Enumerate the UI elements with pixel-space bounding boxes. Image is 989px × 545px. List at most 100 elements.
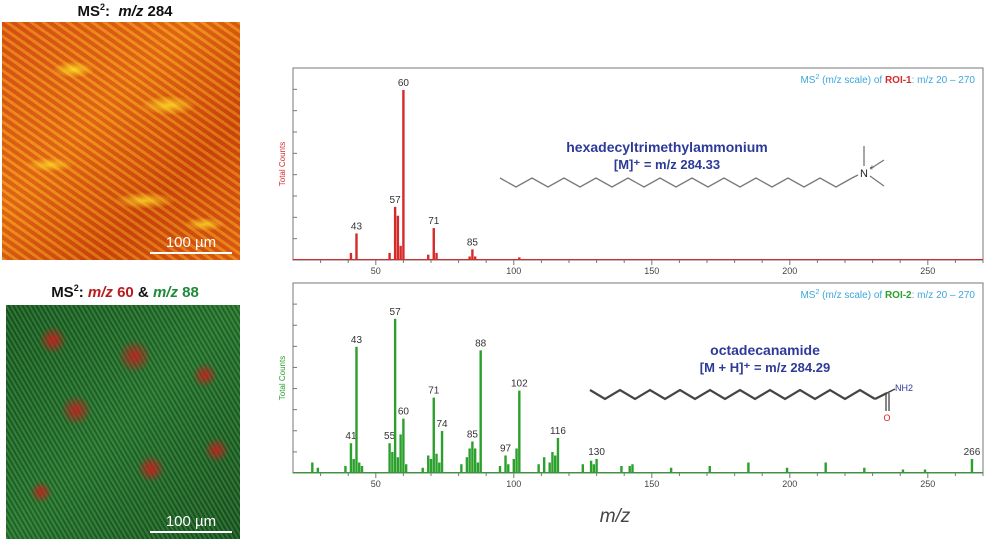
peak-label: 57 [390,307,402,318]
spectrum-peak [824,462,827,473]
title-mz-value-red: 60 [117,284,134,301]
spectrum-peak [402,89,405,260]
spectrum-peak [396,215,400,260]
spectrum-peak [471,249,474,260]
title-colon: : [78,284,84,301]
peak-label: 60 [398,78,410,89]
spectrum-peak [620,465,623,473]
spectrum-peak [432,228,435,260]
spectrum-peak [432,397,435,473]
y-axis-label: Total Counts [278,356,287,400]
peak-label: 71 [428,386,440,397]
spectrum-peak [468,256,471,260]
spectrum-peak [923,469,927,473]
spectrum-peak [435,453,438,473]
spectrum-peak [391,451,394,473]
spectrum-peak [628,465,631,473]
spectrum-peak [476,462,480,473]
peak-label: 60 [398,407,410,418]
title-mz-italic-green: m/z [152,284,178,301]
x-tick-label: 250 [920,479,935,489]
molecule-chain [499,177,853,188]
spectrum-peak [438,462,441,473]
spectrum-peak [548,462,551,473]
title-superscript: 2 [73,283,79,293]
spectrum-peak [352,458,355,473]
molecule-bond [869,159,885,170]
x-tick-label: 50 [371,479,381,489]
molecule-bond [869,175,885,187]
spectrum-peak [515,448,518,473]
spectrum-peak [507,464,510,473]
spectrum-peak [360,465,364,473]
x-tick-label: 150 [644,266,659,276]
spectrum-peak [468,448,471,473]
peak-label: 41 [345,431,357,442]
spectrum-peak [556,437,560,473]
spectrum-peak [581,464,584,473]
spectrum-peak [349,443,353,473]
spectrum-peak [427,455,430,473]
spectrum-peak [542,457,546,473]
x-tick-label: 200 [782,266,797,276]
title-mz-italic: m/z [118,3,144,20]
spectrum-peak [396,457,400,473]
peak-label: 43 [351,221,363,232]
spectrum-peak [473,448,477,473]
spectrum-peak [631,464,634,473]
scale-bar: 100 µm [150,234,232,254]
spectrum-peak [388,443,391,473]
molecule-bond [851,174,859,179]
amide-nh2-label: NH2 [895,383,913,393]
oxygen-atom-label: O [883,413,890,423]
spectrum-peak [393,318,397,473]
x-tick-label: 50 [371,266,381,276]
peak-label: 116 [550,426,566,437]
x-tick-label: 150 [644,479,659,489]
spectrum-peak [785,467,789,473]
spectrum-peak [901,469,905,473]
spectrum-peak [669,467,673,473]
title-mz-value-green: 88 [182,284,199,301]
spectrum-peak [473,256,477,260]
title-mz-italic-red: m/z [87,284,113,301]
y-axis-label: Total Counts [278,142,287,186]
compound-formula: [M + H]⁺ = m/z 284.29 [700,360,830,375]
microscopy-image-mz284: 100 µm [2,22,240,260]
spectrum-peak [592,464,596,473]
spectrum-info-text: MS2 (m/z scale) of ROI-1: m/z 20 – 270 [800,74,975,86]
scale-bar-label: 100 µm [165,234,217,251]
spectrum-peak [554,455,557,473]
spectrum-peak [316,467,320,473]
x-tick-label: 100 [506,479,521,489]
spectrum-peak [970,458,974,473]
peak-label: 130 [588,447,605,458]
spectrum-info-text: MS2 (m/z scale) of ROI-2: m/z 20 – 270 [800,289,975,301]
scale-bar-label: 100 µm [165,513,217,530]
spectrum-peak [471,441,474,473]
spectrum-peak [421,467,424,473]
spectrum-peak [402,418,405,473]
spectrum-peak [440,430,444,473]
nitrogen-atom: N [860,168,868,180]
image-title-bottom: MS2: m/z 60 & m/z 88 [0,283,250,301]
spectrum-peak [504,455,507,473]
spectrum-peak [465,457,469,473]
spectrum-peak [708,465,711,473]
spectrum-peak [311,462,314,473]
spectrum-peak [498,465,502,473]
spectrum-peak [429,458,433,473]
spectrum-panel-1: 50 100 150 200 250 Total Counts 43 57 60 71 85 MS2 … [278,67,984,276]
spectrum-peak [349,252,353,260]
spectrum-panel-2: 50 100 150 200 250 Total Counts 41 43 55 57 60 71 74… [278,282,984,489]
spectrum-peak [518,390,521,473]
title-ms-text: MS [77,3,100,20]
image-title-top: MS2: m/z 284 [0,2,250,20]
x-tick-label: 200 [782,479,797,489]
spectrum-peak [355,346,358,473]
spectrum-peak [595,458,598,473]
microscopy-image-mz60-mz88: 100 µm [6,305,240,539]
spectrum-peak [479,350,482,473]
title-colon: : [104,3,110,20]
spectrum-peak [518,257,521,260]
